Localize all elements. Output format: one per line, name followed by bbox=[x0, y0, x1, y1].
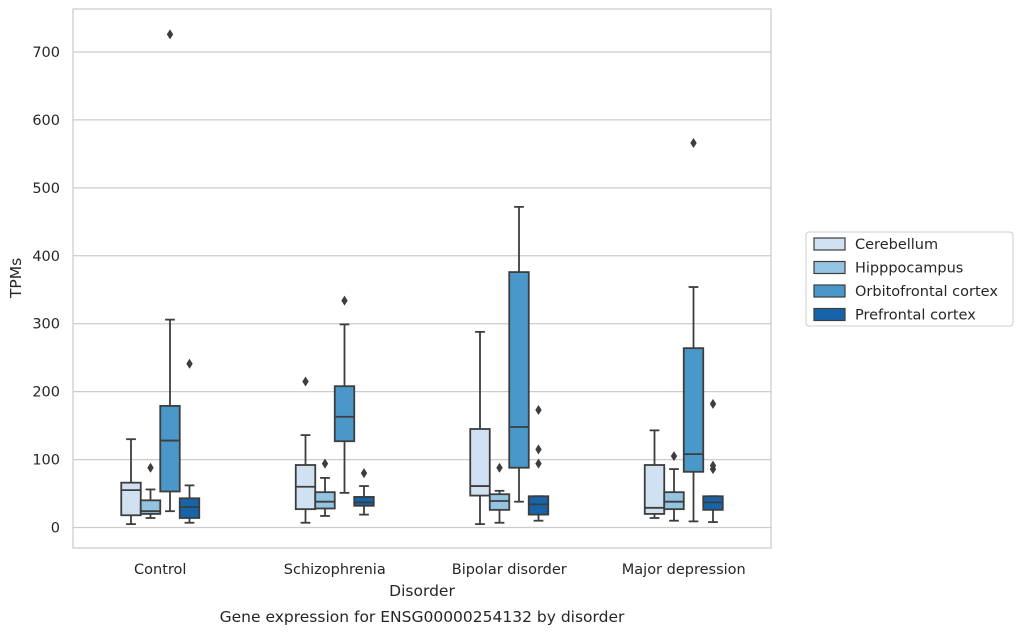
box-prefrontal-cortex bbox=[178, 358, 201, 524]
y-tick-label: 400 bbox=[32, 249, 60, 265]
box-iqr bbox=[488, 493, 511, 511]
outlier-point bbox=[709, 398, 717, 409]
outlier-point bbox=[670, 451, 678, 462]
box-iqr bbox=[178, 497, 201, 519]
legend-label: Prefrontal cortex bbox=[855, 308, 976, 324]
gridlines bbox=[73, 51, 771, 529]
box-prefrontal-cortex bbox=[702, 398, 724, 523]
outlier-point bbox=[147, 462, 154, 473]
x-tick-label: Schizophrenia bbox=[284, 562, 386, 578]
boxes bbox=[120, 29, 724, 526]
x-tick-label: Major depression bbox=[622, 562, 746, 578]
outlier-point bbox=[709, 460, 717, 471]
chart-caption: Gene expression for ENSG00000254132 by d… bbox=[220, 608, 625, 626]
x-tick-label: Control bbox=[134, 562, 186, 578]
x-axis-label: Disorder bbox=[389, 582, 455, 600]
box-orbitofrontal-cortex bbox=[333, 295, 356, 494]
box-iqr bbox=[643, 464, 666, 515]
outlier-point bbox=[166, 29, 174, 40]
outlier-point bbox=[321, 458, 329, 469]
legend-swatch bbox=[813, 284, 846, 298]
outlier-point bbox=[535, 404, 542, 415]
box-hipppocampus bbox=[488, 462, 511, 524]
y-tick-label: 0 bbox=[51, 521, 60, 537]
legend-swatch bbox=[813, 260, 846, 275]
y-tick-label: 700 bbox=[32, 45, 60, 61]
y-tick-label: 500 bbox=[32, 181, 60, 197]
box-cerebellum bbox=[294, 376, 317, 524]
legend-label: Cerebellum bbox=[855, 237, 938, 253]
box-prefrontal-cortex bbox=[527, 404, 550, 522]
y-tick-label: 100 bbox=[32, 453, 60, 469]
box-iqr bbox=[333, 385, 356, 443]
box-iqr bbox=[469, 428, 491, 497]
outlier-point bbox=[360, 468, 368, 479]
y-tick-label: 300 bbox=[32, 317, 60, 333]
x-tick-label: Bipolar disorder bbox=[452, 562, 567, 578]
box-hipppocampus bbox=[314, 458, 336, 517]
box-cerebellum bbox=[643, 429, 666, 519]
legend-swatch bbox=[813, 237, 846, 251]
box-hipppocampus bbox=[139, 462, 162, 519]
y-tick-label: 600 bbox=[32, 113, 60, 129]
x-axis-ticks: Control Schizophrenia Bipolar disorder Majo… bbox=[134, 562, 746, 578]
box-iqr bbox=[314, 491, 336, 510]
box-prefrontal-cortex bbox=[353, 468, 375, 516]
box-orbitofrontal-cortex bbox=[159, 29, 181, 513]
box-cerebellum bbox=[469, 330, 491, 526]
box-orbitofrontal-cortex bbox=[682, 138, 705, 523]
outlier-point bbox=[302, 376, 309, 387]
outlier-point bbox=[535, 444, 542, 455]
outlier-point bbox=[496, 462, 503, 473]
box-iqr bbox=[663, 491, 685, 511]
box-iqr bbox=[527, 495, 550, 516]
legend: Cerebellum Hipppocampus Orbitofrontal cort… bbox=[805, 231, 1014, 327]
legend-swatch bbox=[813, 307, 846, 322]
box-iqr bbox=[353, 496, 375, 507]
box-iqr bbox=[508, 271, 530, 469]
outlier-point bbox=[186, 358, 193, 369]
box-iqr bbox=[159, 405, 181, 493]
plot-frame bbox=[72, 8, 772, 549]
box-hipppocampus bbox=[663, 451, 685, 522]
outlier-point bbox=[690, 138, 697, 149]
y-tick-label: 200 bbox=[32, 385, 60, 401]
outlier-point bbox=[341, 295, 348, 306]
outlier-point bbox=[535, 458, 542, 469]
box-iqr bbox=[682, 347, 705, 473]
legend-label: Orbitofrontal cortex bbox=[855, 284, 998, 300]
y-axis-label: TPMs bbox=[7, 258, 25, 299]
y-axis-ticks: 0 100 200 300 400 500 600 700 bbox=[32, 45, 60, 537]
legend-label: Hipppocampus bbox=[855, 261, 963, 277]
box-orbitofrontal-cortex bbox=[508, 205, 530, 503]
box-iqr bbox=[120, 481, 142, 517]
box-cerebellum bbox=[120, 438, 142, 526]
legend-frame bbox=[805, 231, 1014, 327]
